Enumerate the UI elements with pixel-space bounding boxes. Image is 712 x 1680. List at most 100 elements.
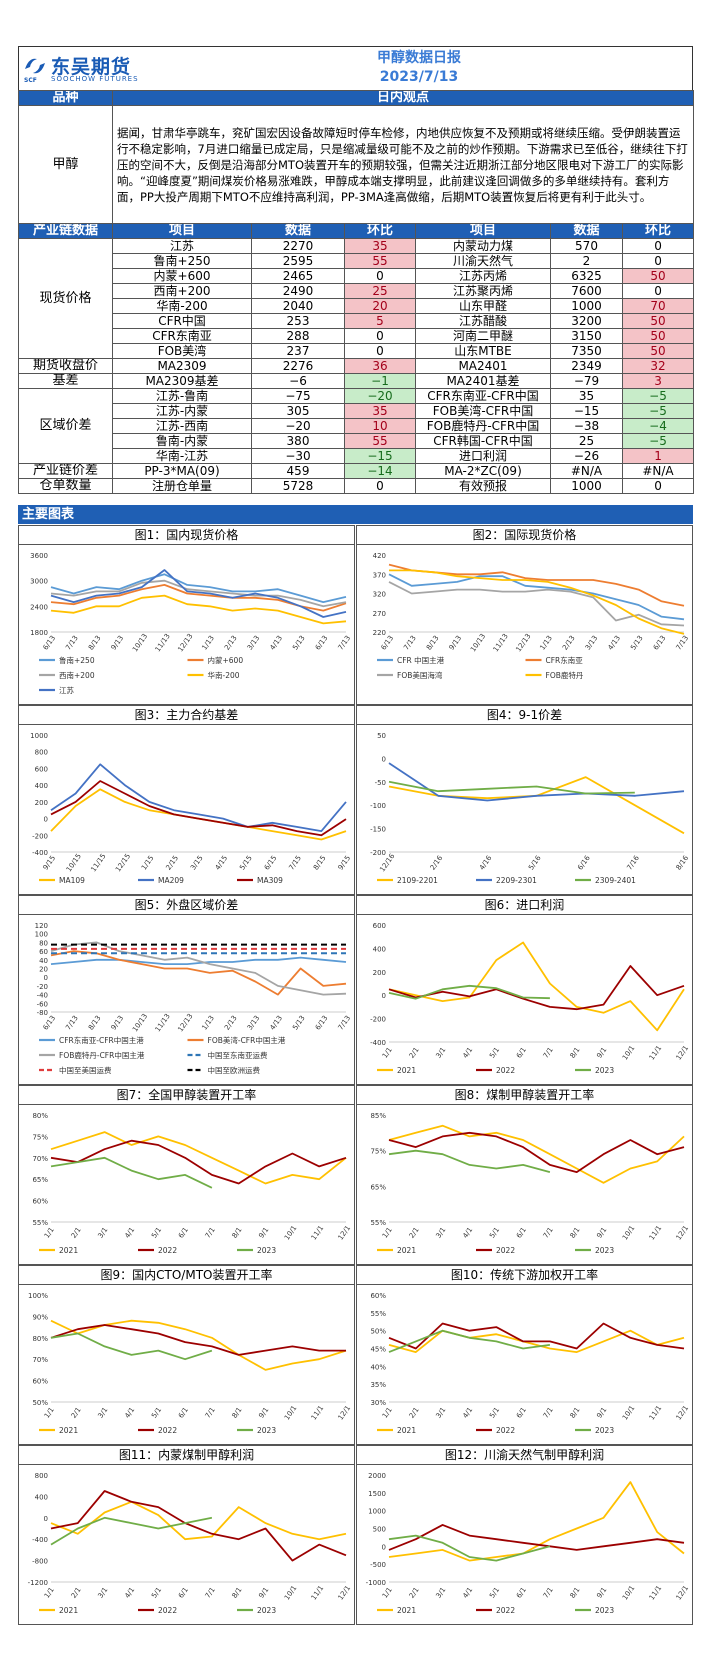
- table-row: 产业链价差 PP-3*MA(09) 459 −14 MA-2*ZC(09) #N/A #N/…: [18, 463, 695, 479]
- cell-change-right: 50: [621, 328, 695, 344]
- series-line-1: [388, 573, 685, 621]
- cell-value-left: 237: [251, 343, 345, 359]
- col-header-4: 项目: [415, 223, 551, 239]
- x-tick-label: 8/1: [231, 1586, 244, 1600]
- cell-change-right: 0: [621, 238, 695, 254]
- group-label-chain: 产业链价差: [18, 463, 113, 479]
- x-tick-label: 11/1: [648, 1404, 664, 1421]
- x-tick-label: 6/1: [515, 1046, 528, 1060]
- series-line-1: [50, 956, 347, 965]
- x-tick-label: 10/1: [621, 1044, 637, 1061]
- series-line-3: [50, 941, 347, 996]
- x-tick-label: 3/1: [96, 1226, 109, 1240]
- chart-panel: 图11：内蒙煤制甲醇利润 800 400 0 -400 -800 -1200 1/1 2/1 3/…: [18, 1445, 355, 1625]
- x-tick-label: 4/16: [478, 854, 494, 872]
- y-tick-label: 600: [35, 765, 48, 773]
- cell-value-left: 2270: [251, 238, 345, 254]
- x-tick-label: 4/13: [268, 1014, 284, 1031]
- x-tick-label: 3/13: [246, 1014, 262, 1031]
- cell-value-left: 2490: [251, 283, 345, 299]
- series-line-1: [388, 776, 685, 835]
- chart-panel: 图3：主力合约基差 1000 800 600 400 200 0 -200 -400 9/15 10…: [18, 705, 355, 895]
- cell-value-right: 3200: [550, 313, 623, 329]
- legend-label: 2022: [496, 1606, 515, 1615]
- chart-panel: 图4：9-1价差 50 0 -50 -100 -150 -200 12/16 2/16 4/16 5…: [356, 705, 693, 895]
- chart-title: 图8：煤制甲醇装置开工率: [357, 1086, 692, 1105]
- legend-label: 2021: [59, 1246, 78, 1255]
- x-tick-label: 10/1: [621, 1584, 637, 1601]
- x-tick-label: 4/15: [214, 854, 230, 871]
- x-tick-label: 1/15: [140, 854, 156, 871]
- y-tick-label: 20: [39, 966, 48, 974]
- legend-label: CFR东南亚-CFR中国主港: [59, 1035, 144, 1045]
- cell-change-left: 0: [344, 328, 416, 344]
- x-tick-label: 12/1: [675, 1224, 691, 1241]
- cell-item-left: MA2309基差: [112, 373, 252, 389]
- table-row: 仓单数量 注册仓单量 5728 0 有效预报 1000 0: [18, 478, 695, 494]
- x-tick-label: 3/13: [246, 634, 262, 651]
- x-tick-label: 3/1: [434, 1586, 447, 1600]
- report-title: 甲醇数据日报: [377, 50, 461, 66]
- x-tick-label: 3/1: [434, 1046, 447, 1060]
- y-tick-label: 50%: [370, 1328, 386, 1336]
- y-tick-label: -800: [32, 1558, 48, 1566]
- y-tick-label: -200: [32, 832, 48, 840]
- x-tick-label: 5/13: [629, 634, 645, 651]
- x-tick-label: 6/13: [314, 634, 330, 651]
- x-tick-label: 10/15: [65, 852, 83, 873]
- x-tick-label: 8/1: [569, 1406, 582, 1420]
- cell-change-right: 0: [621, 253, 695, 269]
- x-tick-label: 11/13: [154, 632, 172, 653]
- legend-label: 2022: [496, 1066, 515, 1075]
- legend-label: 2023: [595, 1426, 614, 1435]
- x-tick-label: 7/13: [64, 1014, 80, 1031]
- cell-change-right: 32: [621, 358, 695, 374]
- group-label-spot: 现货价格: [18, 238, 113, 359]
- x-tick-label: 5/1: [488, 1046, 501, 1060]
- x-tick-label: 10/1: [283, 1224, 299, 1241]
- col-header-1: 项目: [112, 223, 252, 239]
- cell-value-left: 305: [251, 403, 345, 419]
- chart-svg: 60% 55% 50% 45% 40% 35% 30%1/1 2/1 3/1 4/1 5/1 6/1 7…: [370, 1292, 690, 1435]
- chart-title: 图1：国内现货价格: [19, 526, 354, 545]
- series-line-5: [50, 569, 347, 618]
- x-tick-label: 9/15: [337, 854, 353, 871]
- series-line-3: [50, 1332, 213, 1361]
- cell-value-right: 3150: [550, 328, 623, 344]
- y-tick-label: 1500: [368, 1490, 386, 1498]
- cell-item-left: 江苏-西南: [112, 418, 252, 434]
- x-tick-label: 2/1: [408, 1586, 421, 1600]
- y-tick-label: 400: [373, 945, 386, 953]
- x-tick-label: 8/1: [231, 1406, 244, 1420]
- x-tick-label: 10/1: [283, 1584, 299, 1601]
- x-tick-label: 8/15: [312, 854, 328, 871]
- cell-item-left: 华南-200: [112, 298, 252, 314]
- series-line-2: [50, 950, 347, 996]
- x-tick-label: 7/1: [542, 1046, 555, 1060]
- y-tick-label: -150: [370, 826, 386, 834]
- chart-title: 图7：全国甲醇装置开工率: [19, 1086, 354, 1105]
- x-tick-label: 2/16: [429, 854, 445, 872]
- series-line-2: [50, 1324, 346, 1356]
- chart-svg: 100% 90% 80% 70% 60% 50%1/1 2/1 3/1 4/1 5/1 6/1 7/1…: [28, 1292, 352, 1435]
- cell-item-right: 江苏丙烯: [415, 268, 551, 284]
- cell-change-left: 0: [344, 478, 416, 494]
- y-tick-label: -400: [32, 1536, 48, 1544]
- x-tick-label: 9/1: [257, 1586, 270, 1600]
- series-line-2: [388, 965, 685, 1011]
- legend-label: 中国至东南亚运费: [208, 1050, 268, 1060]
- y-tick-label: 55%: [32, 1219, 48, 1227]
- y-tick-label: 800: [35, 749, 48, 757]
- table-row: 现货价格 江苏 2270 35 内蒙动力煤 570 0: [18, 238, 695, 359]
- x-tick-label: 8/1: [569, 1586, 582, 1600]
- legend-label: 2209-2301: [496, 876, 537, 885]
- cell-value-right: 1000: [550, 298, 623, 314]
- x-tick-label: 3/13: [584, 634, 600, 651]
- x-tick-label: 2/1: [70, 1226, 83, 1240]
- cell-change-right: 3: [621, 373, 695, 389]
- x-tick-label: 5/1: [488, 1226, 501, 1240]
- x-tick-label: 7/13: [402, 634, 418, 651]
- x-tick-label: 7/1: [542, 1406, 555, 1420]
- chart-panel: 图10：传统下游加权开工率 60% 55% 50% 45% 40% 35% 30% 1/1 2/1…: [356, 1265, 693, 1445]
